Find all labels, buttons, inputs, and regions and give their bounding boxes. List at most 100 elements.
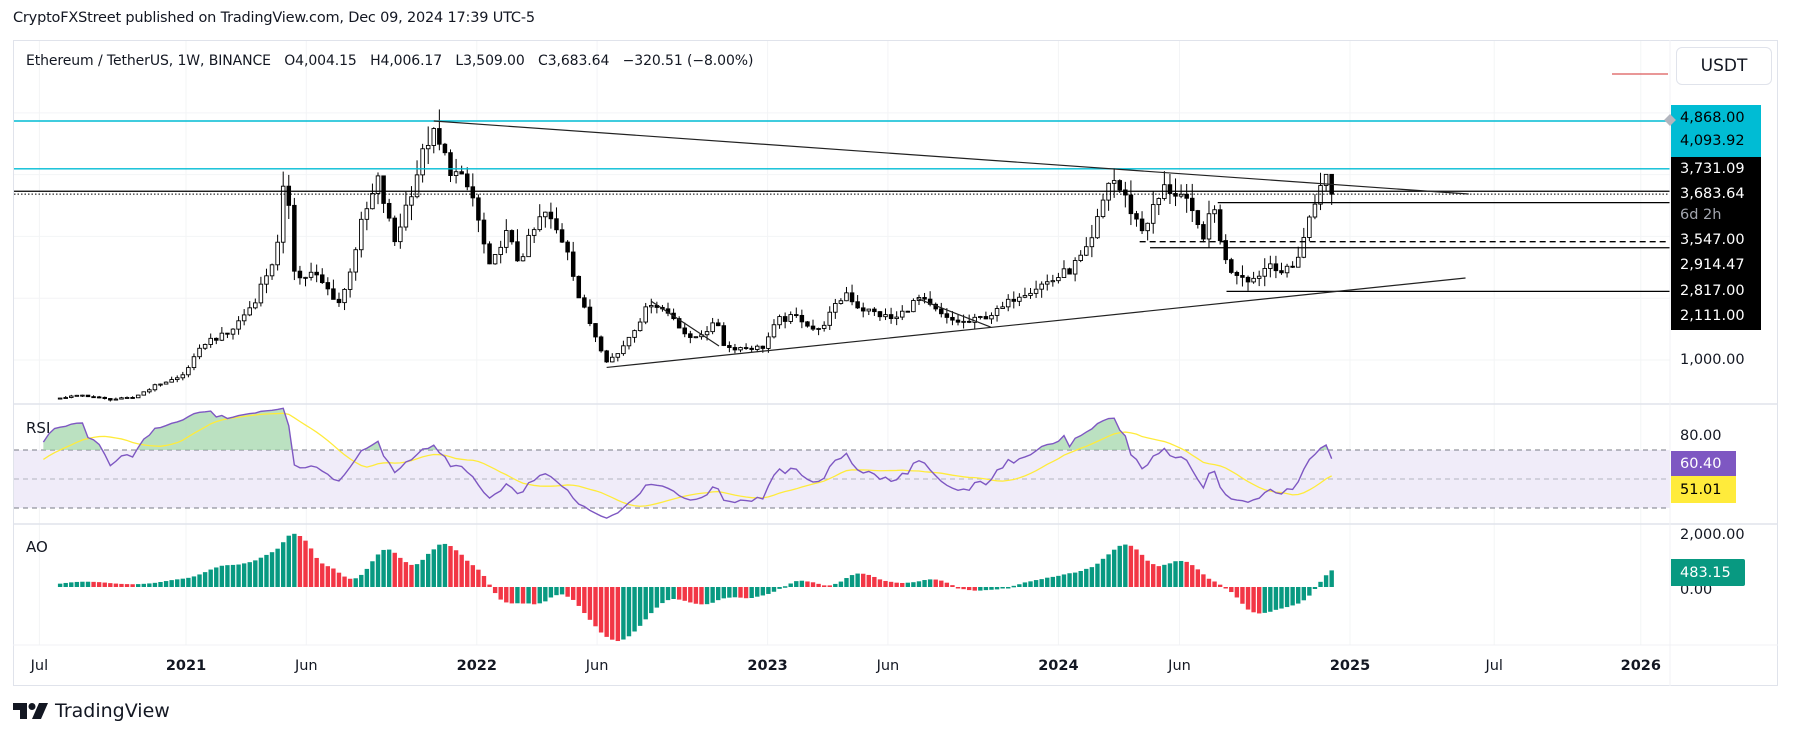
ao-bar — [241, 563, 247, 587]
candle-body — [1295, 256, 1301, 268]
ao-bar — [827, 585, 832, 587]
candle — [883, 308, 888, 321]
candle — [570, 241, 576, 281]
candle — [693, 336, 699, 339]
candle-body — [615, 353, 621, 358]
candle — [292, 197, 297, 281]
ao-bar — [693, 587, 699, 604]
candle-body — [905, 310, 911, 313]
candle-body — [1100, 199, 1106, 218]
ao-bar — [57, 583, 63, 587]
ao-bar — [531, 587, 537, 605]
rsi-overbought-fill — [43, 408, 1332, 450]
ao-bar — [872, 576, 877, 587]
candle-body — [74, 394, 80, 397]
ao-bar — [381, 549, 386, 587]
ao-bar — [208, 569, 213, 587]
ao-bar — [247, 562, 252, 587]
ao-bar — [682, 587, 687, 601]
candle-body — [1089, 237, 1095, 248]
candle-body — [420, 148, 425, 176]
candle — [141, 391, 147, 396]
candle-body — [191, 356, 197, 369]
ao-bar — [487, 584, 492, 587]
ao-bar — [610, 587, 615, 640]
candle-body — [777, 316, 782, 326]
candle-body — [649, 304, 654, 308]
candle — [1279, 262, 1284, 275]
candle — [1128, 180, 1134, 226]
candle-body — [1078, 254, 1083, 261]
candle-body — [141, 391, 147, 396]
candle-body — [208, 337, 213, 345]
ao-bar — [169, 580, 174, 587]
candle — [230, 328, 236, 340]
ao-bar — [972, 587, 977, 591]
ao-bar — [1017, 584, 1022, 587]
candle-body — [849, 292, 855, 303]
candle — [1323, 173, 1329, 191]
candle — [1005, 294, 1011, 312]
ao-bar — [1240, 587, 1245, 604]
ao-bar — [1006, 586, 1011, 589]
candle-body — [219, 332, 225, 341]
symbol-name[interactable]: Ethereum / TetherUS, 1W, BINANCE — [26, 53, 271, 69]
candle — [169, 376, 174, 383]
ao-bar — [342, 576, 347, 587]
candle — [1106, 182, 1111, 211]
candle — [989, 312, 994, 324]
ao-bar — [1307, 587, 1312, 596]
candle — [978, 315, 983, 320]
candle — [275, 234, 280, 271]
ao-bar — [927, 579, 933, 587]
candle-body — [704, 331, 710, 336]
tradingview-logo[interactable]: TradingView — [13, 700, 170, 722]
ao-bar — [821, 585, 827, 587]
ao-bar — [1095, 563, 1100, 587]
ao-bar — [336, 572, 342, 587]
currency-button[interactable]: USDT — [1676, 47, 1772, 85]
ao-bar — [916, 581, 922, 587]
ao-bar — [353, 578, 358, 587]
ao-bar — [1128, 545, 1134, 587]
candle — [1028, 288, 1033, 299]
candle-body — [370, 193, 375, 210]
candle — [1017, 293, 1022, 307]
ao-bar — [766, 587, 771, 594]
candle-body — [526, 234, 531, 258]
candle-body — [894, 316, 899, 320]
tradingview-wordmark: TradingView — [55, 700, 170, 722]
candle — [197, 344, 202, 360]
candle-body — [598, 336, 604, 352]
candle-body — [721, 325, 727, 346]
candle-body — [275, 241, 280, 266]
ao-bar — [113, 583, 119, 587]
candle — [688, 330, 693, 344]
time-label-2026: 2026 — [1620, 658, 1661, 674]
ao-bar — [442, 543, 448, 587]
ao-bar — [1167, 563, 1173, 587]
ao-bar — [760, 587, 766, 596]
candle — [325, 277, 331, 296]
candle — [331, 279, 336, 300]
legend-high: H4,006.17 — [370, 53, 443, 69]
candle — [1022, 287, 1028, 299]
candle-body — [771, 324, 777, 338]
candle — [202, 343, 208, 351]
candle — [1089, 224, 1095, 258]
tradingview-logo-icon — [13, 703, 48, 719]
candle — [1033, 280, 1039, 298]
ao-bar — [1318, 581, 1323, 587]
candle-body — [1212, 209, 1217, 215]
chart-frame — [13, 40, 1778, 686]
candle-body — [1167, 184, 1173, 194]
ao-bar — [214, 567, 219, 587]
ao-bar — [236, 564, 241, 587]
candle-body — [688, 333, 693, 338]
ao-bar — [498, 587, 503, 600]
candle — [1290, 261, 1295, 268]
ao-bar — [1039, 579, 1044, 587]
ao-bar — [1123, 544, 1128, 587]
candle-body — [1173, 193, 1178, 197]
